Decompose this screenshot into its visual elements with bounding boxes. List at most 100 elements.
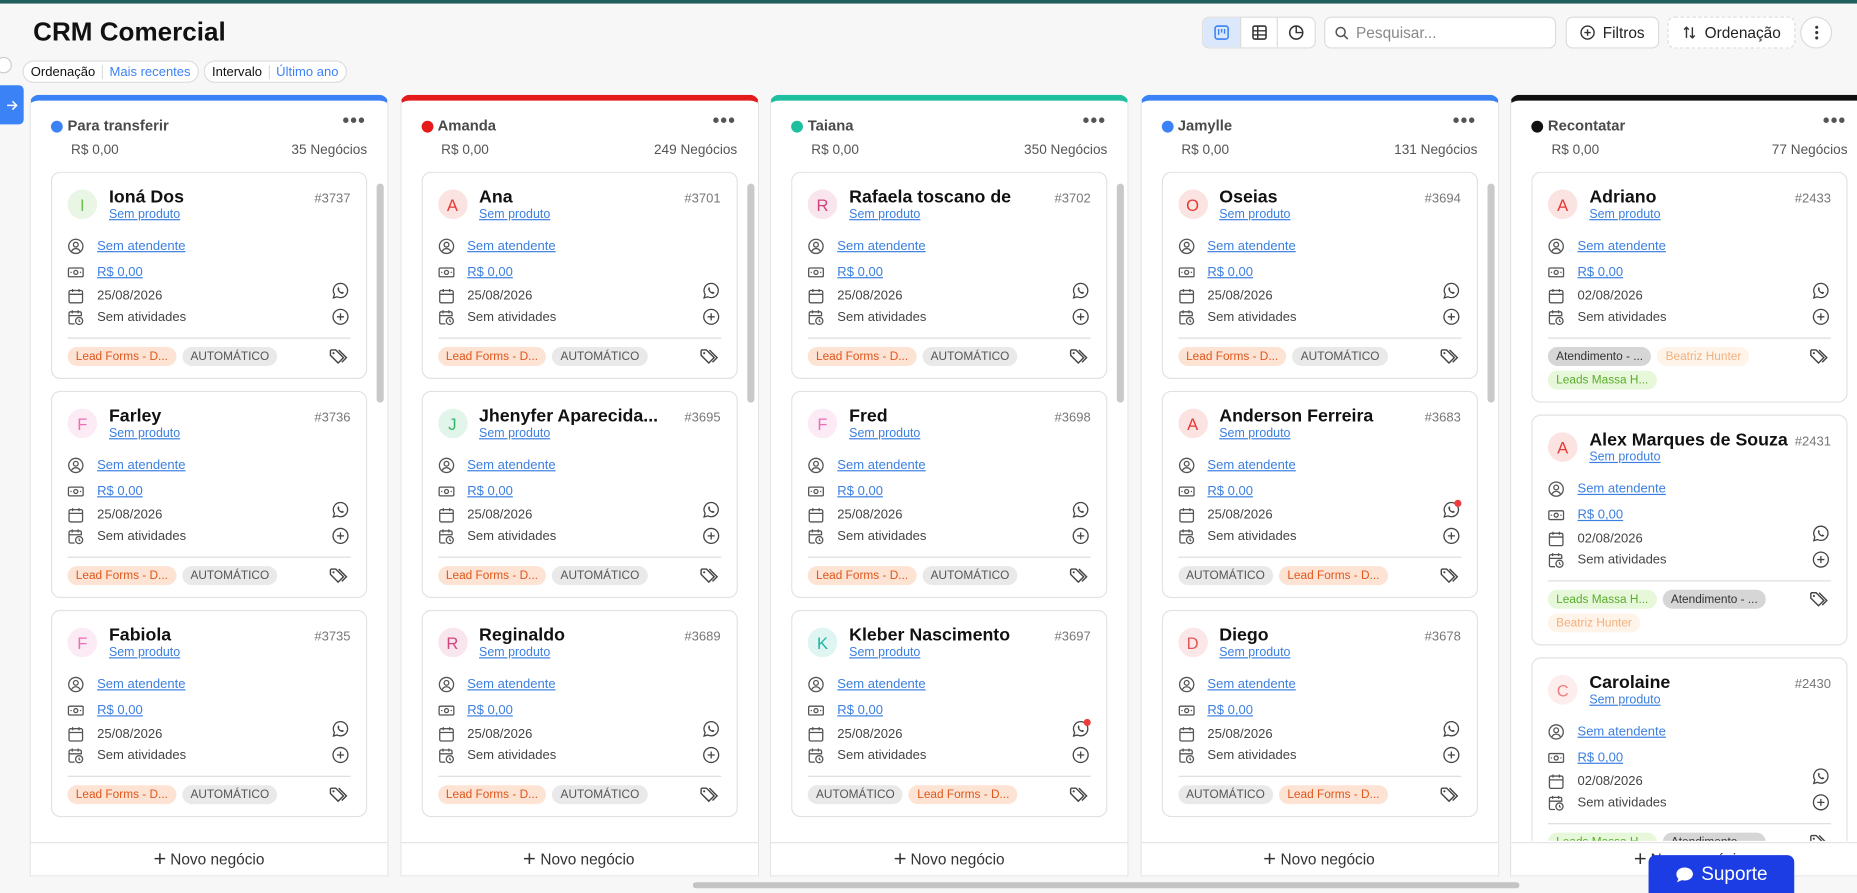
deal-value[interactable]: R$ 0,00 <box>467 265 513 280</box>
deal-card[interactable]: F Fabiola Sem produto #3735 Sem atendente R$ … <box>50 609 368 818</box>
horizontal-scrollbar[interactable] <box>692 882 1520 889</box>
deal-name[interactable]: Anderson Ferreira <box>1219 406 1374 427</box>
tag-button[interactable] <box>1440 786 1463 809</box>
deal-attendant[interactable]: Sem atendente <box>1207 458 1296 473</box>
deal-card[interactable]: R Reginaldo Sem produto #3689 Sem atendente R… <box>421 609 738 818</box>
deal-product[interactable]: Sem produto <box>849 207 921 222</box>
deal-value[interactable]: R$ 0,00 <box>837 265 883 280</box>
deal-name[interactable]: Jhenyfer Aparecida... <box>479 406 659 427</box>
deal-value[interactable]: R$ 0,00 <box>97 484 143 499</box>
deal-card[interactable]: A Alex Marques de Souza Sem produto #2431 Se… <box>1531 414 1848 646</box>
deal-name[interactable]: Reginaldo <box>479 625 565 646</box>
new-deal-button[interactable]: Novo negócio <box>1141 842 1498 875</box>
tag-button[interactable] <box>699 348 722 371</box>
column-menu[interactable]: ••• <box>1082 111 1107 132</box>
deal-attendant[interactable]: Sem atendente <box>1577 482 1666 497</box>
search-box[interactable]: Pesquisar... <box>1324 16 1557 49</box>
deal-attendant[interactable]: Sem atendente <box>1577 724 1666 740</box>
deal-name[interactable]: Adriano <box>1589 187 1657 208</box>
table-view-button[interactable] <box>1241 17 1279 48</box>
sidebar-toggle[interactable] <box>0 85 24 125</box>
deal-name[interactable]: Rafaela toscano de <box>849 187 1012 208</box>
deal-attendant[interactable]: Sem atendente <box>837 239 926 254</box>
deal-value[interactable]: R$ 0,00 <box>1207 265 1254 280</box>
deal-card[interactable]: J Jhenyfer Aparecida... Sem produto #3695 Se… <box>421 390 738 599</box>
deal-value[interactable]: R$ 0,00 <box>97 265 143 280</box>
deal-card[interactable]: F Farley Sem produto #3736 Sem atendente R$ 0… <box>50 390 368 599</box>
filters-button[interactable]: Filtros <box>1565 16 1660 49</box>
deal-value[interactable]: R$ 0,00 <box>467 703 513 718</box>
deal-product[interactable]: Sem produto <box>108 645 181 660</box>
tag-button[interactable] <box>699 567 722 590</box>
tag-button[interactable] <box>1069 567 1092 590</box>
deal-value[interactable]: R$ 0,00 <box>1577 508 1624 523</box>
deal-name[interactable]: Ioná Dos <box>108 187 184 208</box>
vertical-scrollbar[interactable] <box>1486 174 1495 837</box>
deal-product[interactable]: Sem produto <box>1219 426 1291 441</box>
tag-button[interactable] <box>1810 834 1833 841</box>
deal-product[interactable]: Sem produto <box>479 645 551 660</box>
deal-attendant[interactable]: Sem atendente <box>1207 677 1296 692</box>
deal-product[interactable]: Sem produto <box>108 426 181 441</box>
deal-value[interactable]: R$ 0,00 <box>1207 703 1254 718</box>
column-menu[interactable]: ••• <box>712 111 737 132</box>
deal-attendant[interactable]: Sem atendente <box>1577 239 1666 254</box>
vertical-scrollbar[interactable] <box>376 174 384 837</box>
deal-value[interactable]: R$ 0,00 <box>467 484 513 499</box>
filter-pill[interactable]: Intervalo Último ano <box>203 60 347 83</box>
deal-name[interactable]: Diego <box>1219 625 1269 646</box>
filter-pill[interactable]: Ordenação Mais recentes <box>22 60 199 83</box>
deal-attendant[interactable]: Sem atendente <box>837 458 926 473</box>
deal-product[interactable]: Sem produto <box>849 426 921 441</box>
deal-name[interactable]: Fabiola <box>108 625 172 646</box>
deal-attendant[interactable]: Sem atendente <box>467 239 556 254</box>
tag-button[interactable] <box>329 786 352 809</box>
deal-product[interactable]: Sem produto <box>849 645 921 660</box>
deal-attendant[interactable]: Sem atendente <box>97 458 186 473</box>
deal-card[interactable]: R Rafaela toscano de Sem produto #3702 Sem a… <box>791 171 1108 379</box>
chart-view-button[interactable] <box>1278 18 1314 48</box>
vertical-scrollbar[interactable] <box>746 174 754 837</box>
deal-name[interactable]: Alex Marques de Souza <box>1589 429 1788 451</box>
deal-name[interactable]: Kleber Nascimento <box>849 625 1011 646</box>
deal-name[interactable]: Ana <box>479 187 513 208</box>
support-button[interactable]: Suporte <box>1648 855 1795 893</box>
deal-attendant[interactable]: Sem atendente <box>837 677 926 692</box>
deal-product[interactable]: Sem produto <box>479 207 551 222</box>
vertical-scrollbar[interactable] <box>1116 174 1124 837</box>
deal-attendant[interactable]: Sem atendente <box>1207 239 1296 254</box>
deal-name[interactable]: Oseias <box>1219 187 1278 208</box>
deal-value[interactable]: R$ 0,00 <box>1577 750 1624 766</box>
deal-product[interactable]: Sem produto <box>479 426 551 441</box>
kanban-view-button[interactable] <box>1203 17 1241 48</box>
deal-product[interactable]: Sem produto <box>1589 692 1661 708</box>
new-deal-button[interactable]: Novo negócio <box>30 842 388 875</box>
deal-product[interactable]: Sem produto <box>1589 207 1661 222</box>
deal-card[interactable]: A Ana Sem produto #3701 Sem atendente R$ 0,00… <box>421 171 738 379</box>
deal-product[interactable]: Sem produto <box>1219 207 1291 222</box>
column-menu[interactable]: ••• <box>1822 111 1847 132</box>
new-deal-button[interactable]: Novo negócio <box>400 842 758 875</box>
deal-value[interactable]: R$ 0,00 <box>1207 484 1254 499</box>
tag-button[interactable] <box>329 348 352 371</box>
tag-button[interactable] <box>1440 348 1463 371</box>
deal-product[interactable]: Sem produto <box>108 207 181 222</box>
tag-button[interactable] <box>1069 348 1092 371</box>
new-deal-button[interactable]: Novo negócio <box>770 842 1128 875</box>
deal-value[interactable]: R$ 0,00 <box>837 484 883 499</box>
deal-card[interactable]: A Adriano Sem produto #2433 Sem atendente R$ … <box>1531 171 1848 403</box>
tag-button[interactable] <box>1440 567 1463 590</box>
column-menu[interactable]: ••• <box>342 111 366 132</box>
deal-card[interactable]: F Fred Sem produto #3698 Sem atendente R$ 0,0… <box>791 390 1108 599</box>
deal-value[interactable]: R$ 0,00 <box>1577 265 1624 280</box>
deal-name[interactable]: Farley <box>108 406 162 427</box>
tag-button[interactable] <box>1069 786 1092 809</box>
deal-card[interactable]: O Oseias Sem produto #3694 Sem atendente R$ 0… <box>1161 171 1478 379</box>
deal-card[interactable]: A Anderson Ferreira Sem produto #3683 Sem at… <box>1161 390 1478 599</box>
more-button[interactable] <box>1800 16 1833 49</box>
tag-button[interactable] <box>699 786 722 809</box>
deal-attendant[interactable]: Sem atendente <box>467 677 556 692</box>
column-menu[interactable]: ••• <box>1452 111 1477 132</box>
deal-card[interactable]: K Kleber Nascimento Sem produto #3697 Sem at… <box>791 609 1108 818</box>
deal-product[interactable]: Sem produto <box>1589 450 1661 465</box>
